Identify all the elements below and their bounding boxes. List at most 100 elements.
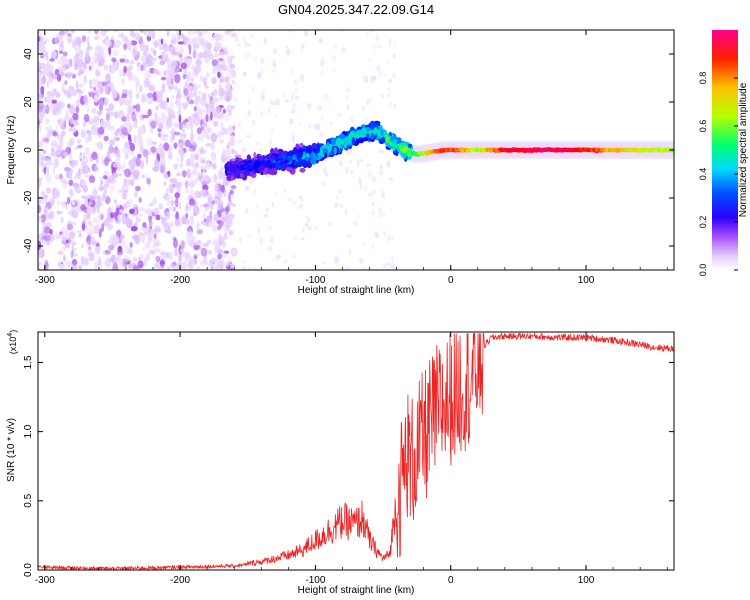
spectrogram-noise-cell (390, 236, 395, 240)
spectrogram-noise-cell (135, 185, 141, 192)
spectrogram-noise-cell (221, 252, 227, 259)
spectrogram-noise-cell (178, 202, 182, 210)
spectrogram-noise-cell (57, 118, 64, 126)
spectrogram-noise-cell (183, 94, 189, 99)
spectrogram-noise-cell (182, 73, 187, 80)
spectrogram-noise-cell (89, 85, 94, 90)
spectrogram-noise-cell (101, 81, 108, 87)
spectrogram-noise-cell (123, 43, 127, 51)
x-tick-label: 100 (578, 575, 595, 586)
spectrogram-noise-cell (231, 74, 237, 79)
spectrogram-noise-cell (298, 203, 304, 210)
spectrogram-noise-cell (221, 210, 227, 218)
spectrogram-noise-cell (121, 212, 127, 223)
spectrogram-noise-cell (211, 77, 217, 85)
spectrogram-noise-cell (57, 250, 64, 255)
spectrogram-noise-cell (216, 62, 220, 68)
spectrogram-noise-cell (170, 202, 174, 207)
spectrogram-noise-cell (194, 256, 197, 266)
spectrogram-noise-cell (226, 91, 233, 101)
spectrogram-noise-cell (94, 260, 98, 270)
spectrogram-noise-cell (88, 91, 94, 96)
spectrogram-noise-cell (194, 106, 197, 112)
y-tick-label: 0.0 (23, 563, 34, 577)
spectrogram-noise-cell (140, 30, 144, 33)
spectrogram-noise-cell (70, 250, 74, 259)
spectrogram-ridge-cell (296, 151, 303, 159)
spectrogram-noise-cell (170, 101, 174, 109)
spectrogram-noise-cell (246, 43, 251, 47)
spectrogram-noise-cell (143, 229, 147, 236)
spectrogram-noise-cell (202, 77, 208, 82)
spectrogram-noise-cell (199, 189, 206, 197)
spectrogram-noise-cell (124, 244, 129, 252)
spectrogram-noise-cell (50, 152, 55, 157)
spectrogram-noise-cell (371, 201, 375, 207)
spectrogram-noise-cell (230, 105, 236, 110)
spectrogram-noise-cell (308, 123, 312, 129)
spectrogram-noise-cell (152, 166, 159, 172)
colorbar-tick-label: 0.2 (698, 216, 708, 229)
spectrogram-noise-cell (88, 118, 95, 125)
spectrogram-noise-cell (131, 48, 137, 57)
spectrogram-noise-cell (68, 72, 75, 77)
spectrogram-noise-cell (391, 254, 394, 261)
y-tick-label: 0.5 (23, 493, 34, 507)
spectrogram-noise-cell (229, 70, 236, 75)
x-tick-label: -300 (35, 275, 55, 286)
spectrogram-noise-cell (43, 97, 48, 102)
spectrogram-noise-cell (269, 138, 272, 146)
spectrogram-noise-cell (250, 34, 253, 39)
spectrogram-ridge-cell (305, 146, 313, 155)
spectrogram-noise-cell (38, 91, 42, 101)
spectrogram-noise-cell (191, 113, 197, 118)
spectrogram-ridge-cell (393, 139, 398, 143)
spectrogram-noise-cell (84, 174, 90, 178)
spectrogram-noise-cell (371, 75, 377, 83)
spectrogram-noise-cell (341, 46, 346, 54)
spectrogram-noise-cell (291, 92, 295, 99)
spectrogram-noise-cell (143, 77, 150, 84)
spectrogram-noise-cell (59, 141, 64, 148)
spectrogram-noise-cell (58, 133, 62, 144)
spectrogram-noise-cell (158, 267, 165, 270)
spectrogram-noise-cell (108, 103, 115, 111)
spectrogram-noise-cell (133, 134, 137, 144)
spectrogram-noise-cell (199, 108, 206, 114)
spectrogram-noise-cell (38, 105, 43, 113)
spectrogram-noise-cell (57, 260, 62, 268)
spectrogram-noise-cell (88, 234, 91, 242)
spectrogram-ridge-cell (322, 144, 329, 149)
spectrogram-noise-cell (294, 95, 300, 100)
spectrogram-noise-cell (241, 147, 247, 153)
spectrogram-noise-cell (68, 189, 73, 195)
spectrogram-noise-cell (173, 122, 180, 128)
spectrogram-noise-cell (366, 163, 370, 167)
spectrogram-noise-cell (38, 31, 42, 37)
spectrogram-noise-cell (190, 153, 196, 163)
spectrogram-noise-cell (212, 97, 220, 104)
spectrogram-noise-cell (83, 213, 90, 221)
spectrogram-noise-cell (140, 93, 146, 104)
spectrogram-noise-cell (45, 211, 50, 221)
spectrogram-noise-cell (237, 139, 243, 143)
spectrogram-noise-cell (174, 192, 180, 199)
spectrogram-noise-cell (260, 95, 265, 102)
spectrogram-noise-cell (241, 266, 246, 270)
spectrogram-noise-cell (344, 265, 350, 270)
spectrogram-noise-cell (147, 177, 151, 185)
spectrogram-noise-cell (371, 175, 377, 183)
spectrogram-noise-cell (137, 137, 144, 147)
spectrogram-noise-cell (230, 185, 237, 190)
spectrogram-ridge-cell (271, 162, 275, 169)
spectrogram-noise-cell (38, 36, 41, 42)
spectrogram-noise-cell (387, 79, 391, 85)
spectrogram-noise-cell (200, 38, 205, 47)
spectrogram-noise-cell (128, 263, 133, 269)
spectrogram-noise-cell (290, 108, 296, 114)
spectrogram-ridge-cell (293, 160, 297, 166)
spectrogram-noise-cell (65, 239, 69, 244)
spectrogram-noise-cell (142, 221, 147, 229)
spectrogram-noise-cell (163, 181, 167, 186)
